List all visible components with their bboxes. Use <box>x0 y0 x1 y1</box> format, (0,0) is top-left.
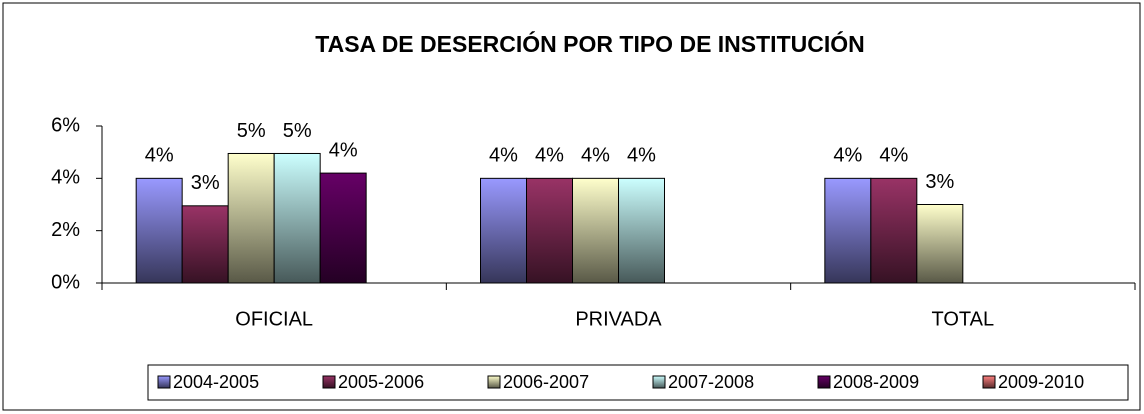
data-label: 3% <box>191 172 220 194</box>
bar <box>824 177 872 284</box>
data-label: 5% <box>283 120 312 142</box>
y-tick-label: 4% <box>51 167 80 189</box>
x-tick-label: OFICIAL <box>235 308 313 330</box>
y-tick-label: 0% <box>51 271 80 293</box>
data-label: 4% <box>581 145 610 167</box>
bar <box>572 177 619 284</box>
data-label: 4% <box>627 145 656 167</box>
legend-label: 2007-2008 <box>668 372 754 392</box>
bar <box>135 177 183 284</box>
y-tick-label: 2% <box>51 219 80 241</box>
bar <box>227 152 275 284</box>
legend-swatch <box>817 375 831 389</box>
bar <box>916 204 964 284</box>
legend-swatch <box>157 375 171 389</box>
legend-label: 2009-2010 <box>998 372 1084 392</box>
x-tick-label: TOTAL <box>932 308 995 330</box>
legend-label: 2008-2009 <box>833 372 919 392</box>
legend-label: 2006-2007 <box>503 372 589 392</box>
data-label: 4% <box>879 145 908 167</box>
bar <box>273 152 321 284</box>
data-label: 3% <box>925 171 954 193</box>
bar <box>480 177 527 284</box>
chart-title: TASA DE DESERCIÓN POR TIPO DE INSTITUCIÓ… <box>315 30 864 57</box>
legend-swatch <box>982 375 996 389</box>
bar <box>319 172 367 284</box>
legend-label: 2005-2006 <box>338 372 424 392</box>
bar <box>618 177 665 284</box>
data-label: 5% <box>237 120 266 142</box>
data-label: 4% <box>329 139 358 161</box>
legend-swatch <box>487 375 501 389</box>
x-tick-label: PRIVADA <box>575 308 662 330</box>
legend-label: 2004-2005 <box>173 372 259 392</box>
data-label: 4% <box>535 145 564 167</box>
legend-swatch <box>652 375 666 389</box>
legend-box <box>147 364 1129 401</box>
bar <box>526 177 573 284</box>
y-tick-label: 6% <box>51 114 80 136</box>
bar <box>181 205 229 284</box>
legend-swatch <box>322 375 336 389</box>
data-label: 4% <box>145 145 174 167</box>
bar <box>870 177 918 284</box>
data-label: 4% <box>489 145 518 167</box>
data-label: 4% <box>833 145 862 167</box>
